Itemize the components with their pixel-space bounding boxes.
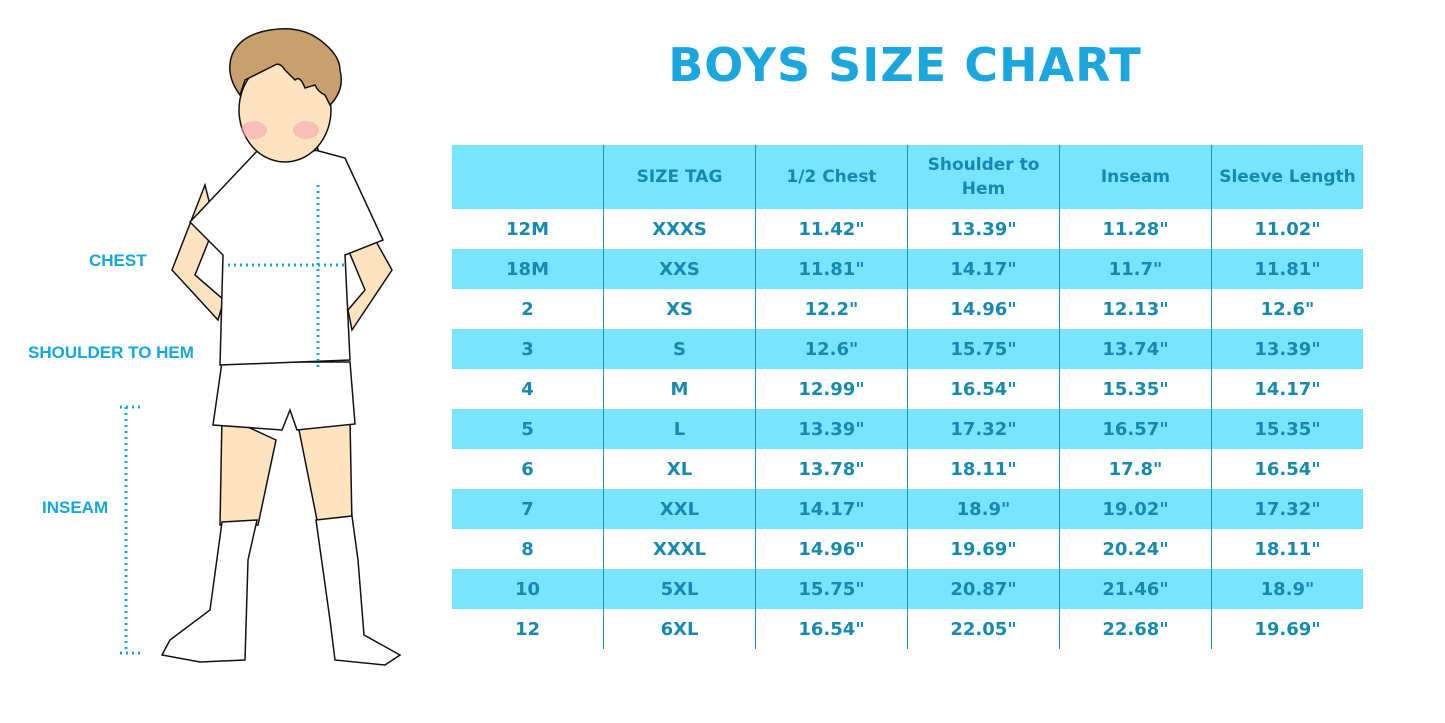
cell-inseam: 11.7"	[1059, 249, 1212, 289]
cell-size-tag: XXL	[603, 489, 756, 529]
cell-half-chest: 11.42"	[755, 209, 908, 249]
table-row: 7 XXL 14.17" 18.9" 19.02" 17.32"	[452, 489, 1363, 529]
table-row: 12 6XL 16.54" 22.05" 22.68" 19.69"	[452, 609, 1363, 649]
cell-size-tag: XL	[603, 449, 756, 489]
cell-size: 12	[514, 618, 541, 640]
cell-half-chest: 12.6"	[755, 329, 908, 369]
cell-size: 4	[521, 378, 534, 400]
inseam-label: INSEAM	[42, 498, 109, 517]
cell-size-tag: XXS	[603, 249, 756, 289]
hair	[229, 28, 342, 107]
cell-shoulder-to-hem: 19.69"	[907, 529, 1060, 569]
left-sock	[160, 519, 258, 663]
table-row: 3 S 12.6" 15.75" 13.74" 13.39"	[452, 329, 1363, 369]
header-inseam: Inseam	[1059, 145, 1212, 209]
cell-size: 12M	[506, 218, 549, 240]
cell-size-tag: 5XL	[603, 569, 756, 609]
cell-inseam: 19.02"	[1059, 489, 1212, 529]
table-row: 2 XS 12.2" 14.96" 12.13" 12.6"	[452, 289, 1363, 329]
cell-inseam: 13.74"	[1059, 329, 1212, 369]
cell-inseam: 17.8"	[1059, 449, 1212, 489]
cell-sleeve-length: 18.11"	[1211, 529, 1363, 569]
table-row: 6 XL 13.78" 18.11" 17.8" 16.54"	[452, 449, 1363, 489]
shoulder-to-hem-label: SHOULDER TO HEM	[28, 343, 194, 362]
cell-sleeve-length: 15.35"	[1211, 409, 1363, 449]
right-sock	[315, 515, 402, 666]
cell-inseam: 22.68"	[1059, 609, 1212, 649]
cell-size-tag: XS	[603, 289, 756, 329]
header-sleeve-length: Sleeve Length	[1211, 145, 1363, 209]
cell-inseam: 20.24"	[1059, 529, 1212, 569]
cell-sleeve-length: 16.54"	[1211, 449, 1363, 489]
cell-half-chest: 14.96"	[755, 529, 908, 569]
cell-size: 7	[452, 489, 604, 529]
cell-half-chest: 15.75"	[755, 569, 908, 609]
shorts	[212, 361, 356, 431]
cell-shoulder-to-hem: 17.32"	[907, 409, 1060, 449]
measurement-lines	[120, 185, 345, 655]
cell-half-chest: 14.17"	[755, 489, 908, 529]
cell-half-chest: 16.54"	[755, 609, 908, 649]
cell-sleeve-length: 12.6"	[1211, 289, 1363, 329]
table-row: 18M XXS 11.81" 14.17" 11.7" 11.81"	[452, 249, 1363, 289]
table-row: 5 L 13.39" 17.32" 16.57" 15.35"	[452, 409, 1363, 449]
cell-size-tag: M	[603, 369, 756, 409]
cell-sleeve-length: 11.81"	[1211, 249, 1363, 289]
cell-size: 18M	[452, 249, 604, 289]
header-half-chest: 1/2 Chest	[755, 145, 908, 209]
cell-shoulder-to-hem: 13.39"	[907, 209, 1060, 249]
cell-shoulder-to-hem: 18.11"	[907, 449, 1060, 489]
size-chart-table: SIZE TAG 1/2 Chest Shoulder to Hem Insea…	[452, 145, 1363, 649]
left-leg	[219, 413, 277, 526]
cell-size: 5	[452, 409, 604, 449]
table-row: 4 M 12.99" 16.54" 15.35" 14.17"	[452, 369, 1363, 409]
cell-sleeve-length: 13.39"	[1211, 329, 1363, 369]
cell-half-chest: 11.81"	[755, 249, 908, 289]
cell-size-tag: XXXL	[603, 529, 756, 569]
cell-sleeve-length: 18.9"	[1211, 569, 1363, 609]
page-title: BOYS SIZE CHART	[668, 38, 1142, 92]
cell-inseam: 12.13"	[1059, 289, 1212, 329]
cell-size-tag: S	[603, 329, 756, 369]
cell-size-tag: XXXS	[603, 209, 756, 249]
cell-shoulder-to-hem: 20.87"	[907, 569, 1060, 609]
right-leg	[297, 419, 353, 526]
cell-sleeve-length: 19.69"	[1211, 609, 1363, 649]
cell-half-chest: 13.39"	[755, 409, 908, 449]
chest-label: CHEST	[89, 251, 147, 270]
table-row: 12M XXXS 11.42" 13.39" 11.28" 11.02"	[452, 209, 1363, 249]
cell-half-chest: 12.99"	[755, 369, 908, 409]
cell-shoulder-to-hem: 14.96"	[907, 289, 1060, 329]
cell-size: 3	[452, 329, 604, 369]
cell-inseam: 15.35"	[1059, 369, 1212, 409]
cell-sleeve-length: 11.02"	[1211, 209, 1363, 249]
cell-shoulder-to-hem: 16.54"	[907, 369, 1060, 409]
header-size	[452, 145, 604, 209]
boy-measurement-illustration	[120, 28, 402, 666]
table-row: 8 XXXL 14.96" 19.69" 20.24" 18.11"	[452, 529, 1363, 569]
header-size-tag: SIZE TAG	[603, 145, 756, 209]
cell-size: 2	[521, 298, 534, 320]
shirt	[188, 149, 385, 366]
cell-size-tag: 6XL	[603, 609, 756, 649]
cell-size: 10	[452, 569, 604, 609]
cell-inseam: 11.28"	[1059, 209, 1212, 249]
cell-inseam: 16.57"	[1059, 409, 1212, 449]
cell-shoulder-to-hem: 14.17"	[907, 249, 1060, 289]
cell-sleeve-length: 17.32"	[1211, 489, 1363, 529]
cell-half-chest: 13.78"	[755, 449, 908, 489]
header-row: SIZE TAG 1/2 Chest Shoulder to Hem Insea…	[452, 145, 1363, 209]
cell-size: 6	[521, 458, 534, 480]
cell-shoulder-to-hem: 22.05"	[907, 609, 1060, 649]
cell-inseam: 21.46"	[1059, 569, 1212, 609]
cell-size-tag: L	[603, 409, 756, 449]
header-shoulder-to-hem: Shoulder to Hem	[907, 145, 1060, 209]
table-row: 10 5XL 15.75" 20.87" 21.46" 18.9"	[452, 569, 1363, 609]
cell-shoulder-to-hem: 18.9"	[907, 489, 1060, 529]
cell-shoulder-to-hem: 15.75"	[907, 329, 1060, 369]
cell-sleeve-length: 14.17"	[1211, 369, 1363, 409]
cell-size: 8	[521, 538, 534, 560]
cell-half-chest: 12.2"	[755, 289, 908, 329]
